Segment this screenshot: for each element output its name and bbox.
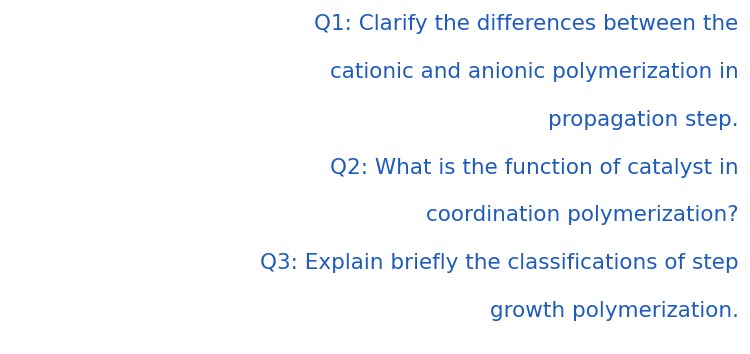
Text: Q3: Explain briefly the classifications of step: Q3: Explain briefly the classifications … [260,253,739,273]
Text: Q2: What is the function of catalyst in: Q2: What is the function of catalyst in [330,158,739,177]
Text: propagation step.: propagation step. [548,110,739,130]
Text: coordination polymerization?: coordination polymerization? [426,205,739,225]
Text: Q1: Clarify the differences between the: Q1: Clarify the differences between the [314,14,739,34]
Text: cationic and anionic polymerization in: cationic and anionic polymerization in [330,62,739,82]
Text: growth polymerization.: growth polymerization. [490,301,739,321]
